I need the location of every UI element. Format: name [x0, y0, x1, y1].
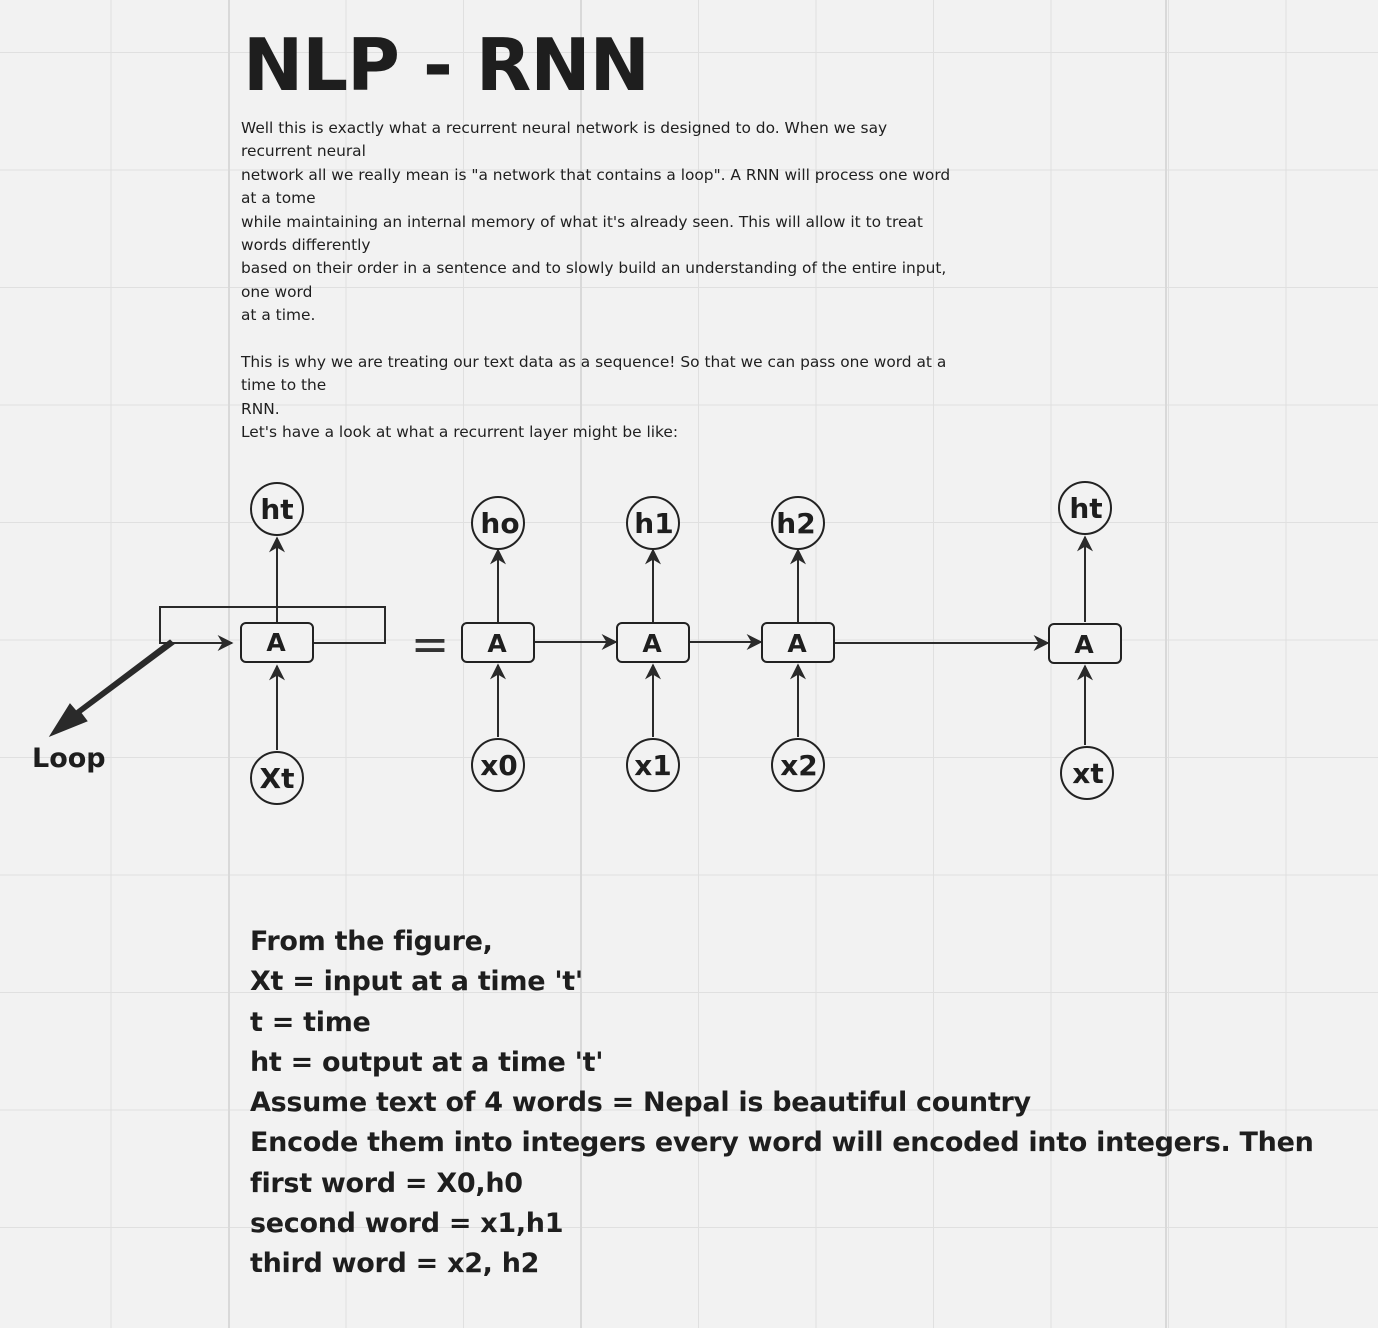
output-label: ht	[1069, 492, 1102, 525]
explanation-notes: From the figure, Xt = input at a time 't…	[250, 922, 1360, 1285]
intro-line: Let's have a look at what a recurrent la…	[241, 423, 679, 442]
loop-label: Loop	[32, 743, 106, 774]
intro-line: time to the	[241, 376, 327, 395]
intro-line: based on their order in a sentence and t…	[241, 259, 947, 278]
unrolled-step: ho A x0	[461, 496, 535, 792]
output-node	[626, 496, 680, 550]
page-title: NLP - RNN	[243, 23, 650, 107]
unrolled-step: h1 A x1	[616, 496, 690, 792]
output-node	[1058, 481, 1112, 535]
intro-line: Well this is exactly what a recurrent ne…	[241, 119, 888, 137]
output-node	[250, 482, 304, 536]
cell-label: A	[642, 629, 662, 658]
unrolled-step: ht A xt	[1048, 481, 1122, 800]
grid-divider	[228, 0, 230, 1328]
loop-callout-arrow	[48, 639, 175, 738]
intro-line: network all we really mean is "a network…	[241, 165, 951, 184]
note-line: From the figure,	[250, 926, 493, 957]
cell-box	[1048, 623, 1122, 664]
note-line: first word = X0,h0	[250, 1167, 523, 1199]
output-label: h1	[634, 507, 673, 540]
note-line: Encode them into integers every word wil…	[250, 1127, 1314, 1159]
loop-callout: Loop	[32, 639, 175, 774]
grid-divider	[1165, 0, 1167, 1328]
grid-divider	[580, 0, 582, 1328]
input-label: x0	[480, 749, 518, 782]
input-label: Xt	[260, 762, 295, 795]
output-label: h2	[776, 507, 815, 540]
intro-line: This is why we are treating our text dat…	[241, 353, 947, 372]
intro-line: at a tome	[241, 189, 316, 208]
cell-label: A	[787, 629, 807, 658]
note-line: third word = x2, h2	[250, 1248, 540, 1280]
cell-box	[761, 622, 835, 663]
intro-paragraph: Well this is exactly what a recurrent ne…	[241, 117, 961, 445]
input-node	[1060, 746, 1114, 800]
input-node	[471, 738, 525, 792]
input-node	[771, 738, 825, 792]
note-line: second word = x1,h1	[250, 1208, 564, 1240]
cell-label: A	[1074, 630, 1094, 659]
intro-line: while maintaining an internal memory of …	[241, 212, 923, 231]
input-label: xt	[1072, 757, 1103, 790]
note-line: t = time	[250, 1006, 371, 1038]
cell-box	[616, 622, 690, 663]
output-node	[771, 496, 825, 550]
intro-line: RNN.	[241, 399, 280, 418]
intro-line: one word	[241, 282, 313, 301]
note-line: ht = output at a time 't'	[250, 1046, 604, 1078]
input-node	[250, 751, 304, 805]
cell-box	[240, 622, 314, 663]
intro-line: words differently	[241, 236, 371, 255]
input-label: x1	[634, 749, 672, 782]
output-node	[471, 496, 525, 550]
equals-sign: =	[411, 617, 450, 671]
input-label: x2	[780, 749, 818, 782]
output-label: ho	[480, 507, 519, 540]
cell-box	[461, 622, 535, 663]
rnn-diagram: ht A Xt Loop = ho A x0 h1 A x1	[32, 481, 1122, 805]
folded-rnn-cell: ht A Xt	[159, 482, 386, 805]
cell-label: A	[266, 628, 286, 657]
note-line: Assume text of 4 words = Nepal is beauti…	[250, 1087, 1031, 1119]
cell-label: A	[487, 629, 507, 658]
intro-line: at a time.	[241, 306, 316, 325]
unrolled-step: h2 A x2	[761, 496, 835, 792]
output-label: ht	[260, 493, 293, 526]
intro-line: recurrent neural	[241, 142, 366, 161]
note-line: Xt = input at a time 't'	[250, 966, 583, 998]
input-node	[626, 738, 680, 792]
